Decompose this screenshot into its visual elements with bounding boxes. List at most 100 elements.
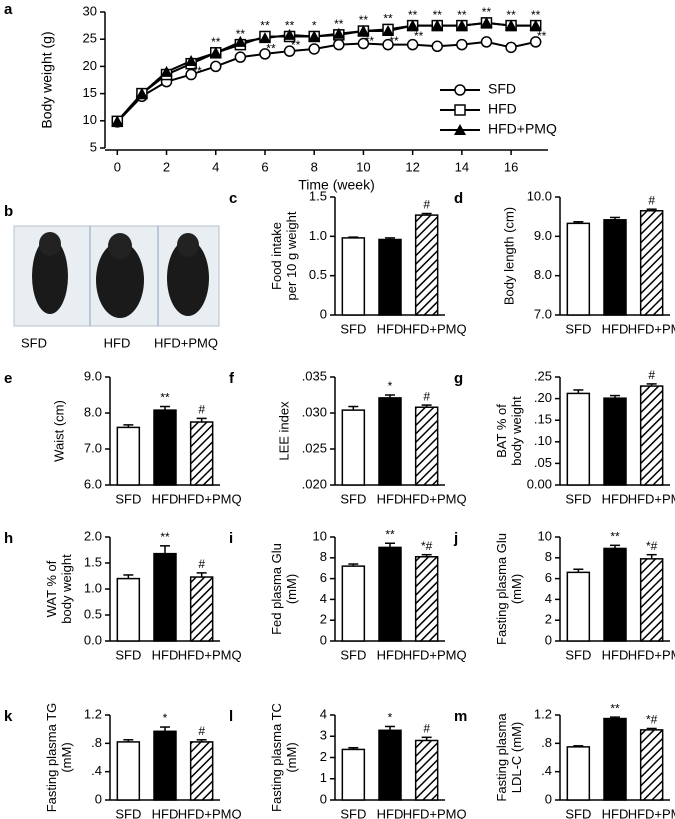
marker bbox=[382, 38, 394, 51]
x-tick-label: 10 bbox=[356, 159, 370, 174]
y-axis-label: (mM) bbox=[509, 574, 524, 604]
x-tick-label: HFD+PMQ bbox=[178, 491, 242, 506]
bar bbox=[378, 397, 402, 486]
bar bbox=[639, 558, 664, 642]
x-tick-label: HFD+PMQ bbox=[403, 647, 467, 662]
y-tick-label: .030 bbox=[302, 404, 327, 419]
significance: ** bbox=[389, 34, 399, 48]
bar bbox=[116, 426, 141, 486]
y-axis-label: Waist (cm) bbox=[51, 400, 66, 462]
y-tick-label: 2.0 bbox=[84, 528, 102, 543]
x-tick-label: HFD bbox=[152, 647, 179, 662]
x-tick-label: HFD bbox=[602, 806, 629, 819]
marker bbox=[308, 43, 320, 55]
bar bbox=[116, 577, 141, 642]
marker bbox=[160, 65, 173, 77]
y-tick-label: 10 bbox=[83, 112, 97, 127]
y-axis-label: Body length (cm) bbox=[501, 207, 516, 305]
y-tick-label: 6.0 bbox=[84, 476, 102, 491]
y-tick-label: .025 bbox=[302, 440, 327, 455]
bar bbox=[378, 729, 402, 801]
x-tick-label: 14 bbox=[455, 159, 469, 174]
significance: * bbox=[388, 379, 393, 393]
x-tick-label: SFD bbox=[115, 647, 141, 662]
significance: # bbox=[423, 721, 430, 735]
bar bbox=[414, 406, 439, 486]
significance: ** bbox=[211, 35, 221, 49]
y-axis-label: Fasting plasma TC bbox=[269, 703, 284, 812]
y-tick-label: 0.0 bbox=[84, 632, 102, 647]
y-tick-label: .4 bbox=[91, 763, 102, 778]
bar bbox=[378, 238, 402, 316]
y-axis-label: Fed plasma Glu bbox=[269, 543, 284, 635]
significance: ** bbox=[260, 19, 270, 33]
x-tick-label: SFD bbox=[115, 806, 141, 819]
marker bbox=[332, 27, 345, 39]
bar bbox=[566, 392, 591, 486]
x-tick-label: SFD bbox=[340, 806, 366, 819]
bar bbox=[414, 214, 439, 316]
series-line bbox=[116, 21, 536, 123]
y-axis-label: body weight bbox=[509, 396, 524, 466]
y-axis-label: Fasting plasma bbox=[494, 713, 509, 802]
bar bbox=[341, 565, 366, 642]
y-tick-label: 10 bbox=[313, 528, 327, 543]
y-tick-label: 15 bbox=[83, 85, 97, 100]
y-tick-label: 30 bbox=[83, 3, 97, 18]
legend-marker bbox=[454, 104, 466, 116]
x-tick-label: HFD+PMQ bbox=[178, 647, 242, 662]
marker bbox=[529, 19, 542, 31]
bar bbox=[341, 237, 366, 316]
y-tick-label: .4 bbox=[541, 763, 552, 778]
significance: *# bbox=[646, 539, 658, 553]
x-tick-label: SFD bbox=[565, 806, 591, 819]
x-tick-label: 0 bbox=[114, 159, 121, 174]
y-tick-label: .15 bbox=[534, 412, 552, 427]
bar bbox=[341, 748, 366, 801]
significance: ** bbox=[610, 529, 620, 543]
y-tick-label: 8 bbox=[320, 549, 327, 564]
y-axis-label: LEE index bbox=[276, 401, 291, 461]
marker bbox=[431, 40, 443, 53]
x-tick-label: HFD+PMQ bbox=[628, 491, 675, 506]
marker bbox=[258, 32, 271, 44]
y-tick-label: 0 bbox=[320, 632, 327, 647]
significance: * bbox=[312, 19, 317, 33]
marker bbox=[357, 37, 370, 50]
panel-letter: f bbox=[229, 370, 235, 387]
significance: # bbox=[198, 557, 205, 571]
marker bbox=[505, 41, 517, 54]
bar bbox=[189, 421, 214, 486]
y-tick-label: 9.0 bbox=[84, 368, 102, 383]
marker bbox=[431, 19, 444, 31]
y-tick-label: 4 bbox=[545, 591, 552, 606]
x-tick-label: HFD+PMQ bbox=[628, 806, 675, 819]
significance: ** bbox=[285, 19, 295, 33]
significance: # bbox=[648, 368, 655, 382]
x-axis-label: Time (week) bbox=[298, 177, 375, 193]
y-tick-label: 1.5 bbox=[309, 188, 327, 203]
x-tick-label: SFD bbox=[340, 321, 366, 336]
significance: * bbox=[388, 711, 393, 725]
significance: ** bbox=[537, 29, 547, 43]
y-tick-label: 6 bbox=[320, 570, 327, 585]
panel-letter: j bbox=[453, 530, 458, 547]
panel-letter: c bbox=[229, 190, 237, 207]
legend-marker bbox=[454, 84, 466, 96]
y-tick-label: 1.2 bbox=[534, 706, 552, 721]
y-axis-label: Food intake bbox=[269, 222, 284, 290]
significance: # bbox=[198, 724, 205, 738]
significance: *# bbox=[421, 539, 433, 553]
y-tick-label: 1.5 bbox=[84, 554, 102, 569]
y-axis-label: (mM) bbox=[59, 742, 74, 772]
y-tick-label: 5 bbox=[90, 139, 97, 154]
bar bbox=[639, 210, 664, 316]
bar bbox=[414, 739, 439, 801]
bar bbox=[603, 717, 627, 801]
series-line bbox=[116, 21, 536, 123]
significance: ** bbox=[433, 8, 443, 22]
panel-letter: g bbox=[454, 370, 463, 387]
x-tick-label: SFD bbox=[565, 321, 591, 336]
y-tick-label: 0 bbox=[320, 791, 327, 806]
photo-label: SFD bbox=[21, 335, 47, 350]
